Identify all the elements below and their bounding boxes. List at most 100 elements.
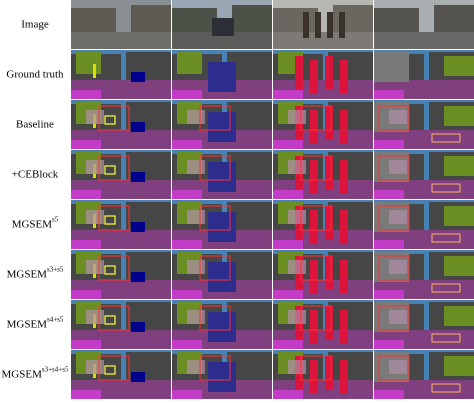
seg-sidewalk <box>374 390 404 399</box>
image-cell <box>374 200 474 249</box>
seg-person <box>310 360 318 394</box>
seg-car <box>131 272 145 282</box>
row-label: Ground truth <box>6 68 64 80</box>
seg-person <box>325 156 333 190</box>
highlight-box <box>378 305 410 331</box>
seg-sidewalk <box>374 90 404 99</box>
highlight-box <box>378 355 410 381</box>
seg-error <box>288 310 306 324</box>
seg-vegetation <box>177 52 202 74</box>
photo-person <box>339 12 345 38</box>
highlight-box <box>199 255 231 281</box>
highlight-box-small <box>104 165 116 175</box>
seg-sidewalk <box>374 290 404 299</box>
row-label-superscript: s4+s5 <box>47 315 64 323</box>
image-content <box>172 0 272 49</box>
seg-person <box>340 110 348 144</box>
highlight-box-small <box>431 383 461 393</box>
image-cell <box>172 300 272 349</box>
image-cell <box>273 0 373 49</box>
seg-vegetation <box>444 106 474 126</box>
image-cell <box>273 250 373 299</box>
highlight-box <box>199 155 231 181</box>
seg-person <box>340 260 348 294</box>
seg-building <box>328 352 373 382</box>
photo-building <box>172 8 217 34</box>
seg-car <box>131 122 145 132</box>
highlight-box <box>199 105 231 131</box>
photo-road <box>172 32 272 49</box>
highlight-box <box>300 155 332 181</box>
highlight-box-small <box>431 333 461 343</box>
seg-sidewalk <box>374 240 404 249</box>
highlight-box <box>378 155 410 181</box>
photo-person <box>315 12 321 38</box>
highlight-box <box>98 205 130 231</box>
photo-car <box>212 18 234 36</box>
seg-sign <box>93 64 96 78</box>
image-cell <box>172 250 272 299</box>
photo-road <box>71 32 171 49</box>
row-label-superscript: s5 <box>52 215 59 223</box>
image-content <box>273 200 373 249</box>
image-cell <box>273 150 373 199</box>
photo-building <box>434 5 474 34</box>
highlight-box-small <box>431 133 461 143</box>
seg-sidewalk <box>71 390 101 399</box>
highlight-box <box>300 255 332 281</box>
image-cell <box>71 350 171 399</box>
seg-error <box>288 160 306 174</box>
seg-error <box>389 260 407 274</box>
seg-error <box>187 160 205 174</box>
image-content <box>71 50 171 99</box>
row-label-text: +CEBlock <box>12 168 59 180</box>
seg-person <box>340 310 348 344</box>
highlight-box-small <box>431 233 461 243</box>
image-cell <box>273 50 373 99</box>
photo-building <box>374 8 419 34</box>
seg-person <box>325 256 333 290</box>
seg-vegetation <box>444 56 474 76</box>
seg-person <box>310 160 318 194</box>
seg-car <box>208 212 236 242</box>
seg-building <box>328 202 373 232</box>
image-content <box>71 300 171 349</box>
image-content <box>374 300 474 349</box>
image-content <box>172 50 272 99</box>
seg-building <box>328 302 373 332</box>
image-content <box>273 300 373 349</box>
seg-sidewalk <box>273 290 303 299</box>
row-label: +CEBlock <box>12 168 59 180</box>
seg-sidewalk <box>172 140 202 149</box>
image-cell <box>273 350 373 399</box>
image-cell <box>71 300 171 349</box>
seg-person <box>295 56 303 90</box>
row-label-superscript: s3+s5 <box>47 265 64 273</box>
seg-error <box>86 210 104 224</box>
row-label: MGSEMs5 <box>12 215 59 230</box>
image-cell <box>273 200 373 249</box>
image-content <box>374 350 474 399</box>
highlight-box <box>300 305 332 331</box>
seg-car <box>131 322 145 332</box>
seg-error <box>389 360 407 374</box>
seg-person <box>325 356 333 390</box>
seg-sidewalk <box>374 190 404 199</box>
seg-error <box>288 110 306 124</box>
seg-error <box>86 110 104 124</box>
row-label-text: MGSEM <box>12 218 53 230</box>
image-cell <box>71 100 171 149</box>
highlight-box-small <box>104 365 116 375</box>
photo-building <box>273 8 318 34</box>
image-content <box>71 150 171 199</box>
seg-car <box>208 262 236 292</box>
seg-car <box>131 372 145 382</box>
seg-car <box>131 222 145 232</box>
highlight-box <box>378 105 410 131</box>
image-cell <box>172 0 272 49</box>
image-cell <box>71 50 171 99</box>
image-content <box>71 100 171 149</box>
seg-error <box>389 160 407 174</box>
image-content <box>374 0 474 49</box>
image-content <box>374 150 474 199</box>
